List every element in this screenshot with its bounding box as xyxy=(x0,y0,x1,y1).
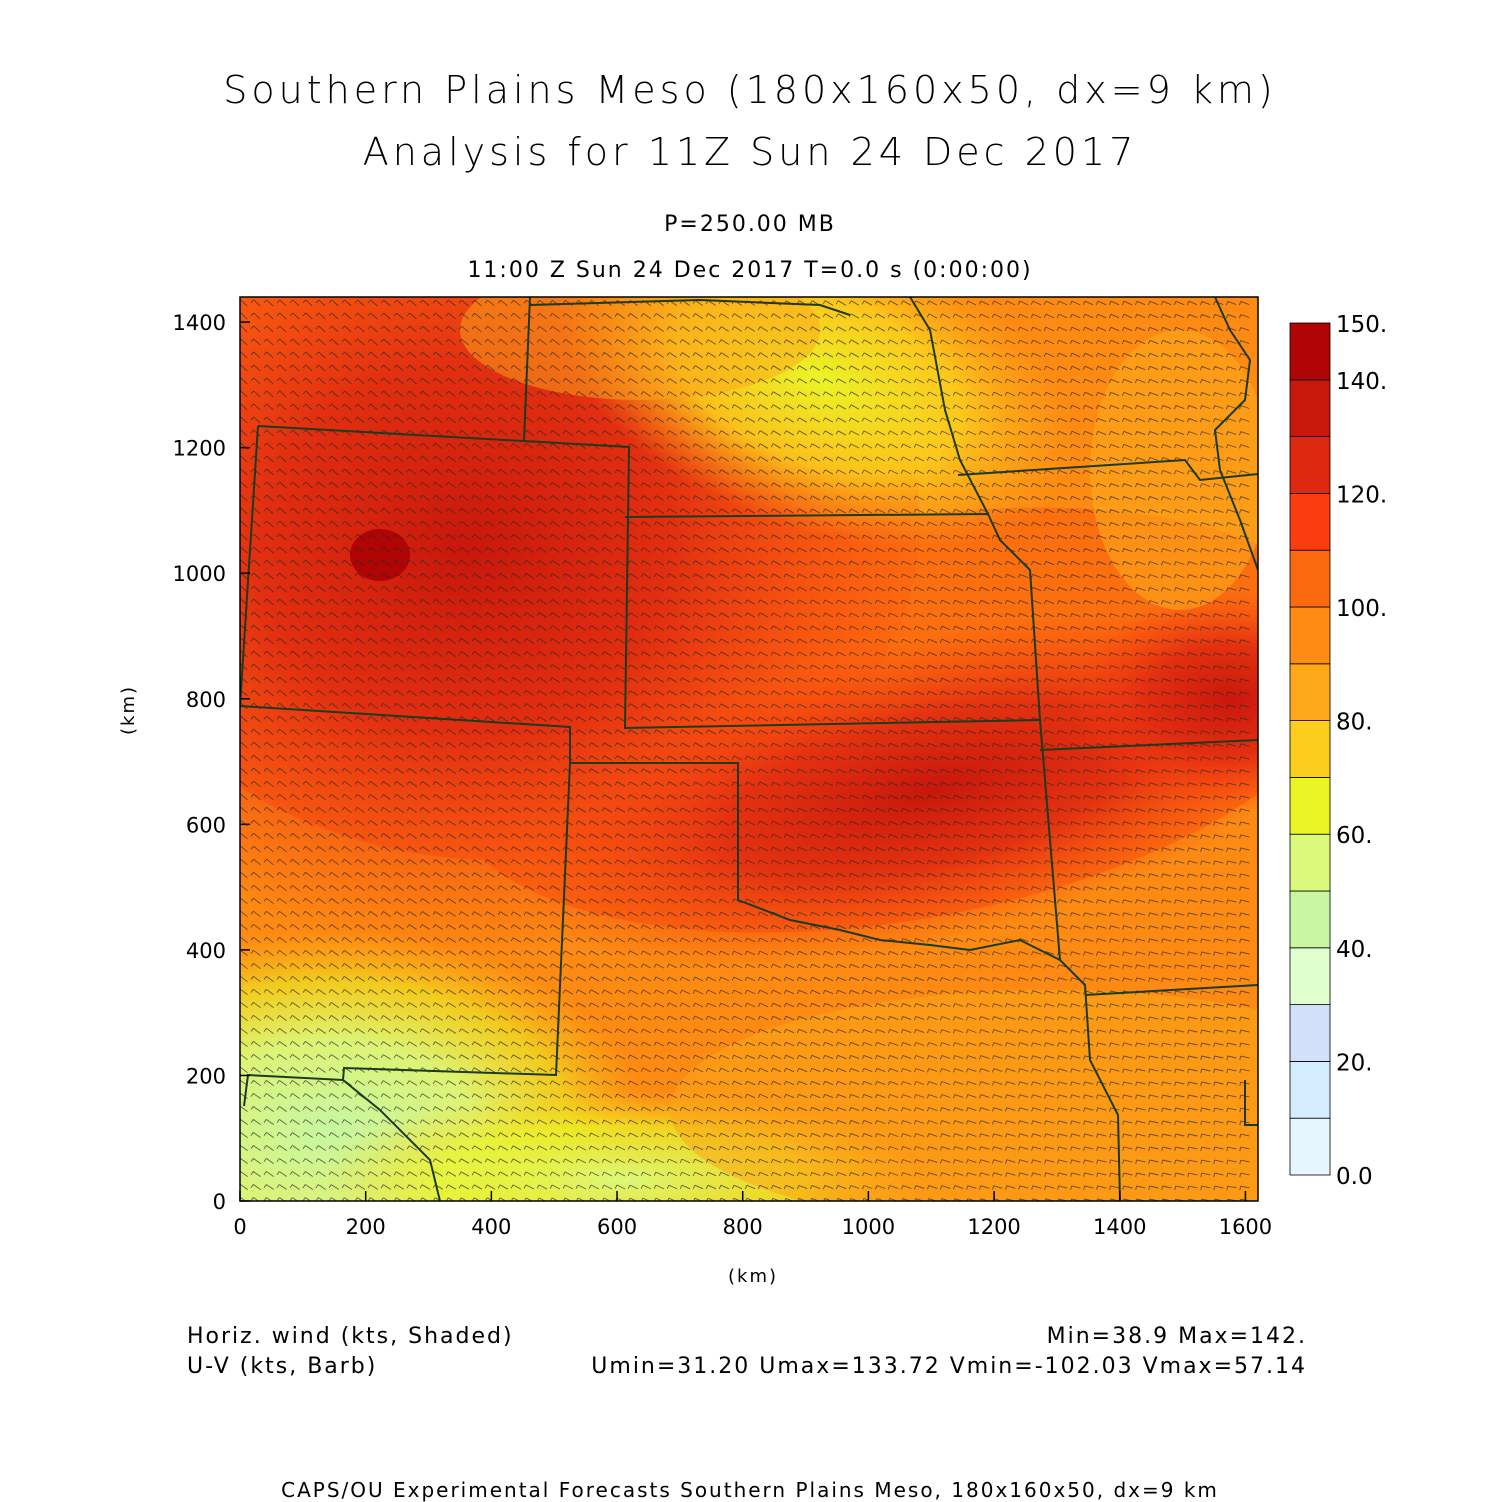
x-tick-label: 1000 xyxy=(842,1215,895,1239)
colorbar-segment xyxy=(1289,322,1331,381)
colorbar-segment xyxy=(1289,833,1331,892)
x-tick-label: 200 xyxy=(346,1215,386,1239)
y-tick-label: 800 xyxy=(186,688,226,712)
y-tick-label: 1400 xyxy=(173,311,226,335)
x-tick-label: 600 xyxy=(597,1215,637,1239)
colorbar-segment xyxy=(1289,549,1331,608)
x-axis-ticks: 0 200 400 600 800 1000 1200 1400 1600 xyxy=(233,1191,1272,1239)
colorbar-segment xyxy=(1289,890,1331,949)
colorbar-label: 140. xyxy=(1336,369,1387,395)
uv-stats: Umin=31.20 Umax=133.72 Vmin=-102.03 Vmax… xyxy=(591,1354,1307,1379)
y-tick-label: 200 xyxy=(186,1064,226,1088)
x-tick-label: 1200 xyxy=(967,1215,1020,1239)
plot-title: Southern Plains Meso (180x160x50, dx=9 k… xyxy=(223,68,1277,112)
legend-shaded: Horiz. wind (kts, Shaded) xyxy=(187,1324,514,1349)
x-tick-label: 1400 xyxy=(1093,1215,1146,1239)
y-tick-label: 0 xyxy=(213,1190,226,1214)
shaded-wind-field xyxy=(240,297,1258,1201)
y-tick-label: 1000 xyxy=(173,562,226,586)
colorbar-label: 40. xyxy=(1336,937,1373,963)
y-tick-label: 1200 xyxy=(173,437,226,461)
colorbar-label: 80. xyxy=(1336,710,1373,736)
colorbar-segment xyxy=(1289,606,1331,665)
y-tick-label: 400 xyxy=(186,939,226,963)
colorbar-segment xyxy=(1289,663,1331,721)
colorbar-segment xyxy=(1289,1004,1331,1062)
colorbar-label: 150. xyxy=(1336,312,1387,338)
min-max-stats: Min=38.9 Max=142. xyxy=(1046,1324,1307,1349)
colorbar xyxy=(1289,322,1331,1176)
footer-credit: CAPS/OU Experimental Forecasts Southern … xyxy=(281,1478,1219,1502)
colorbar-segment xyxy=(1289,436,1331,494)
y-tick-label: 600 xyxy=(186,813,226,837)
colorbar-segment xyxy=(1289,1061,1331,1119)
legend-barb: U-V (kts, Barb) xyxy=(187,1354,378,1379)
y-axis-label: (km) xyxy=(118,684,139,735)
plot-subtitle: Analysis for 11Z Sun 24 Dec 2017 xyxy=(362,130,1138,174)
x-axis-label: (km) xyxy=(728,1266,779,1287)
colorbar-segment xyxy=(1289,947,1331,1005)
colorbar-segment xyxy=(1289,777,1331,835)
colorbar-segment xyxy=(1289,720,1331,778)
colorbar-segment xyxy=(1289,1117,1331,1176)
x-tick-label: 1600 xyxy=(1219,1215,1272,1239)
colorbar-label: 120. xyxy=(1336,482,1387,508)
pressure-level: P=250.00 MB xyxy=(664,212,836,237)
colorbar-label: 100. xyxy=(1336,596,1387,622)
x-tick-label: 800 xyxy=(723,1215,763,1239)
x-tick-label: 400 xyxy=(471,1215,511,1239)
state-boundaries xyxy=(240,297,1258,1201)
colorbar-label: 0.0 xyxy=(1336,1164,1373,1190)
colorbar-label: 60. xyxy=(1336,823,1373,849)
barb-glyphs xyxy=(240,299,1250,1201)
y-axis-ticks: 0 200 400 600 800 1000 1200 1400 xyxy=(173,311,250,1214)
valid-time: 11:00 Z Sun 24 Dec 2017 T=0.0 s (0:00:00… xyxy=(467,258,1033,283)
colorbar-segment xyxy=(1289,492,1331,551)
wind-barbs xyxy=(240,299,1250,1201)
colorbar-labels: 150. 140. 120. 100. 80. 60. 40. 20. 0.0 xyxy=(1336,312,1387,1190)
colorbar-label: 20. xyxy=(1336,1050,1373,1076)
plot-frame xyxy=(239,296,1259,1202)
colorbar-segment xyxy=(1289,379,1331,437)
x-tick-label: 0 xyxy=(233,1215,246,1239)
